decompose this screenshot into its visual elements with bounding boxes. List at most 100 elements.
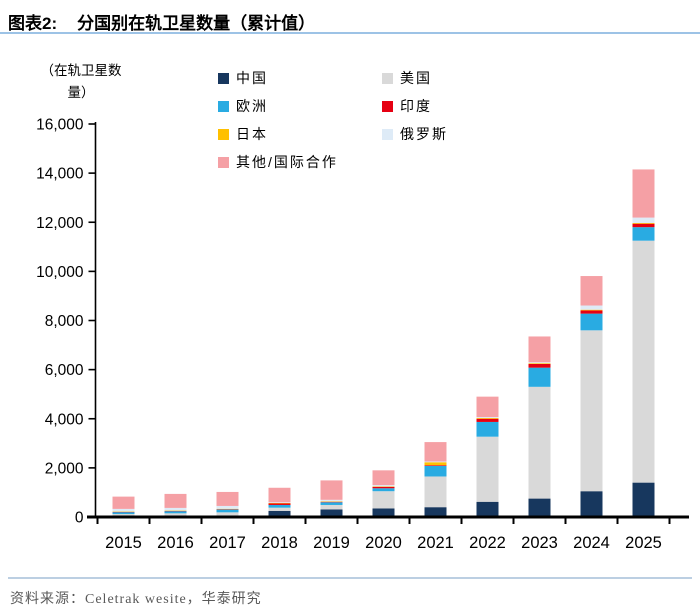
legend-label: 日本 <box>236 126 268 142</box>
page-title: 分国别在轨卫星数量（累计值） <box>77 14 316 33</box>
bar-segment-2018-3 <box>268 504 291 508</box>
bar-segment-2025-3 <box>632 227 655 241</box>
footer-divider <box>8 577 692 579</box>
bar-segment-2021-1 <box>424 507 447 517</box>
bar-segment-2018-1 <box>268 510 291 517</box>
bar-segment-2025-2 <box>632 240 655 483</box>
legend-item-4: 印度 <box>382 92 448 120</box>
bar-segment-2017-6 <box>216 505 239 509</box>
legend-item-7: 其他/国际合作 <box>218 148 382 176</box>
bar-segment-2022-7 <box>476 396 499 418</box>
bar-segment-2018-4 <box>268 503 291 505</box>
x-axis-label: 2016 <box>157 534 194 552</box>
bar-segment-2016-7 <box>164 493 187 508</box>
bar-segment-2023-1 <box>528 498 551 517</box>
x-axis-label: 2015 <box>105 534 142 552</box>
bar-segment-2019-2 <box>320 504 343 510</box>
bar-segment-2017-3 <box>216 509 239 513</box>
bar-segment-2023-4 <box>528 363 551 368</box>
y-axis-tick-label: 14,000 <box>36 166 84 183</box>
legend-swatch-icon <box>218 72 229 84</box>
bar-segment-2019-3 <box>320 502 343 505</box>
legend-swatch-icon <box>218 128 229 140</box>
bar-segment-2021-3 <box>424 465 447 477</box>
bar-segment-2022-3 <box>476 421 499 437</box>
bar-segment-2021-2 <box>424 476 447 508</box>
bar-segment-2019-6 <box>320 499 343 502</box>
bar-segment-2024-3 <box>580 313 603 331</box>
bar-segment-2021-4 <box>424 465 447 466</box>
bar-segment-2015-3 <box>112 512 135 515</box>
x-axis-label: 2020 <box>365 534 402 552</box>
bar-segment-2016-6 <box>164 507 187 511</box>
bar-segment-2022-4 <box>476 418 499 422</box>
bar-segment-2024-6 <box>580 305 603 310</box>
bar-segment-2024-4 <box>580 310 603 314</box>
bar-segment-2024-5 <box>580 309 603 311</box>
x-axis-label: 2025 <box>625 534 662 552</box>
bar-segment-2022-1 <box>476 501 499 517</box>
bar-segment-2025-1 <box>632 482 655 517</box>
bar-segment-2023-7 <box>528 336 551 363</box>
bar-segment-2021-5 <box>424 462 447 466</box>
legend-swatch-icon <box>218 100 229 112</box>
legend-label: 其他/国际合作 <box>236 154 338 170</box>
y-axis-unit-label: （在轨卫星数 量） <box>14 60 148 104</box>
bar-segment-2019-7 <box>320 480 343 500</box>
bar-segment-2020-2 <box>372 491 395 509</box>
bar-segment-2015-7 <box>112 496 135 509</box>
bar-segment-2018-7 <box>268 487 291 503</box>
bar-segment-2017-7 <box>216 491 239 506</box>
bar-segment-2022-6 <box>476 417 499 419</box>
bar-segment-2023-5 <box>528 363 551 364</box>
bar-segment-2018-6 <box>268 502 291 503</box>
bar-segment-2023-6 <box>528 362 551 364</box>
stacked-bar-chart: 0 2,000 4,000 6,000 8,000 10,000 12,000 14,000 1… <box>36 117 689 552</box>
bar-segment-2020-6 <box>372 485 395 487</box>
x-axis-label: 2024 <box>573 534 610 552</box>
bar-segment-2022-5 <box>476 418 499 419</box>
x-axis-label: 2022 <box>469 534 506 552</box>
legend-label: 俄罗斯 <box>400 126 448 142</box>
bar-segment-2015-2 <box>112 514 135 517</box>
y-axis-tick-label: 12,000 <box>36 215 84 232</box>
y-axis-tick-label: 0 <box>75 510 84 527</box>
chart-legend: 中国 美国欧洲 印度日本 俄罗斯其他/国际合作 <box>218 64 448 176</box>
bar-segment-2021-7 <box>424 442 447 462</box>
legend-label: 中国 <box>236 70 268 86</box>
y-axis-tick-label: 16,000 <box>36 117 84 134</box>
y-axis-tick-label: 10,000 <box>36 264 84 281</box>
bar-segment-2020-3 <box>372 488 395 492</box>
bar-segment-2020-1 <box>372 508 395 517</box>
legend-label: 欧洲 <box>236 98 268 114</box>
bar-segment-2016-2 <box>164 513 187 516</box>
bar-segment-2024-2 <box>580 330 603 492</box>
legend-label: 印度 <box>400 98 432 114</box>
y-axis-tick-label: 4,000 <box>45 411 84 428</box>
x-axis-label: 2023 <box>521 534 558 552</box>
bar-segment-2017-2 <box>216 512 239 516</box>
bar-segment-2024-7 <box>580 276 603 306</box>
y-axis-unit-line2: 量） <box>67 85 95 100</box>
bar-segment-2025-5 <box>632 222 655 224</box>
bar-segment-2025-6 <box>632 217 655 223</box>
legend-label: 美国 <box>400 70 432 86</box>
y-axis-unit-line1: （在轨卫星数 <box>40 63 122 78</box>
legend-swatch-icon <box>218 156 229 168</box>
bar-segment-2020-4 <box>372 486 395 489</box>
bar-segment-2023-3 <box>528 367 551 387</box>
bar-segment-2022-2 <box>476 436 499 502</box>
x-axis-label: 2017 <box>209 534 246 552</box>
x-axis-label: 2018 <box>261 534 298 552</box>
bar-segment-2015-6 <box>112 508 135 512</box>
legend-item-5: 日本 <box>218 120 382 148</box>
legend-item-6: 俄罗斯 <box>382 120 448 148</box>
legend-item-3: 欧洲 <box>218 92 382 120</box>
bar-segment-2025-7 <box>632 169 655 218</box>
bar-segment-2019-1 <box>320 509 343 517</box>
bar-segment-2024-1 <box>580 491 603 517</box>
legend-swatch-icon <box>382 128 393 140</box>
bar-segment-2020-7 <box>372 470 395 486</box>
bar-segment-2018-2 <box>268 507 291 511</box>
